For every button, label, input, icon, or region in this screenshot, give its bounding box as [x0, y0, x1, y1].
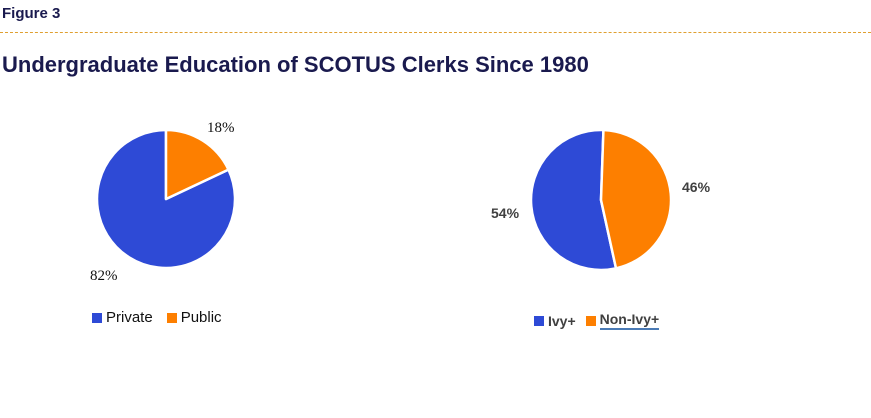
legend-label-public: Public: [180, 309, 222, 326]
pie-ivy-nonivy: [529, 128, 673, 272]
legend-label-non-ivy: Non-Ivy+: [599, 311, 660, 330]
legend-swatch-private: [92, 312, 102, 323]
legend-label-ivy: Ivy+: [548, 312, 576, 329]
pie-private-public: [95, 128, 237, 270]
legend-label-private: Private: [106, 309, 153, 326]
chart-title: Undergraduate Education of SCOTUS Clerks…: [2, 52, 589, 77]
data-label-ivy: 54%: [491, 205, 520, 221]
data-label-non-ivy: 46%: [682, 179, 711, 195]
data-label-private: 82%: [90, 268, 118, 284]
legend-swatch-public: [166, 312, 177, 323]
legend-swatch-ivy: [534, 315, 544, 326]
data-label-public: 18%: [207, 120, 235, 136]
pie-right-slice-non-ivy-: [599, 128, 673, 270]
legend-item-private: Private: [92, 309, 153, 326]
legend-right: Ivy+ Non-Ivy+: [534, 311, 660, 330]
legend-left: Private Public: [92, 309, 222, 326]
legend-item-ivy: Ivy+: [534, 313, 576, 329]
dashed-divider: [0, 32, 871, 33]
pie-left-slice-public: [164, 128, 230, 201]
legend-item-non-ivy: Non-Ivy+: [585, 311, 660, 330]
legend-swatch-non-ivy: [585, 315, 596, 326]
pie-right-slice-ivy-: [529, 128, 618, 272]
legend-item-public: Public: [166, 309, 222, 326]
figure-label: Figure 3: [2, 5, 61, 22]
